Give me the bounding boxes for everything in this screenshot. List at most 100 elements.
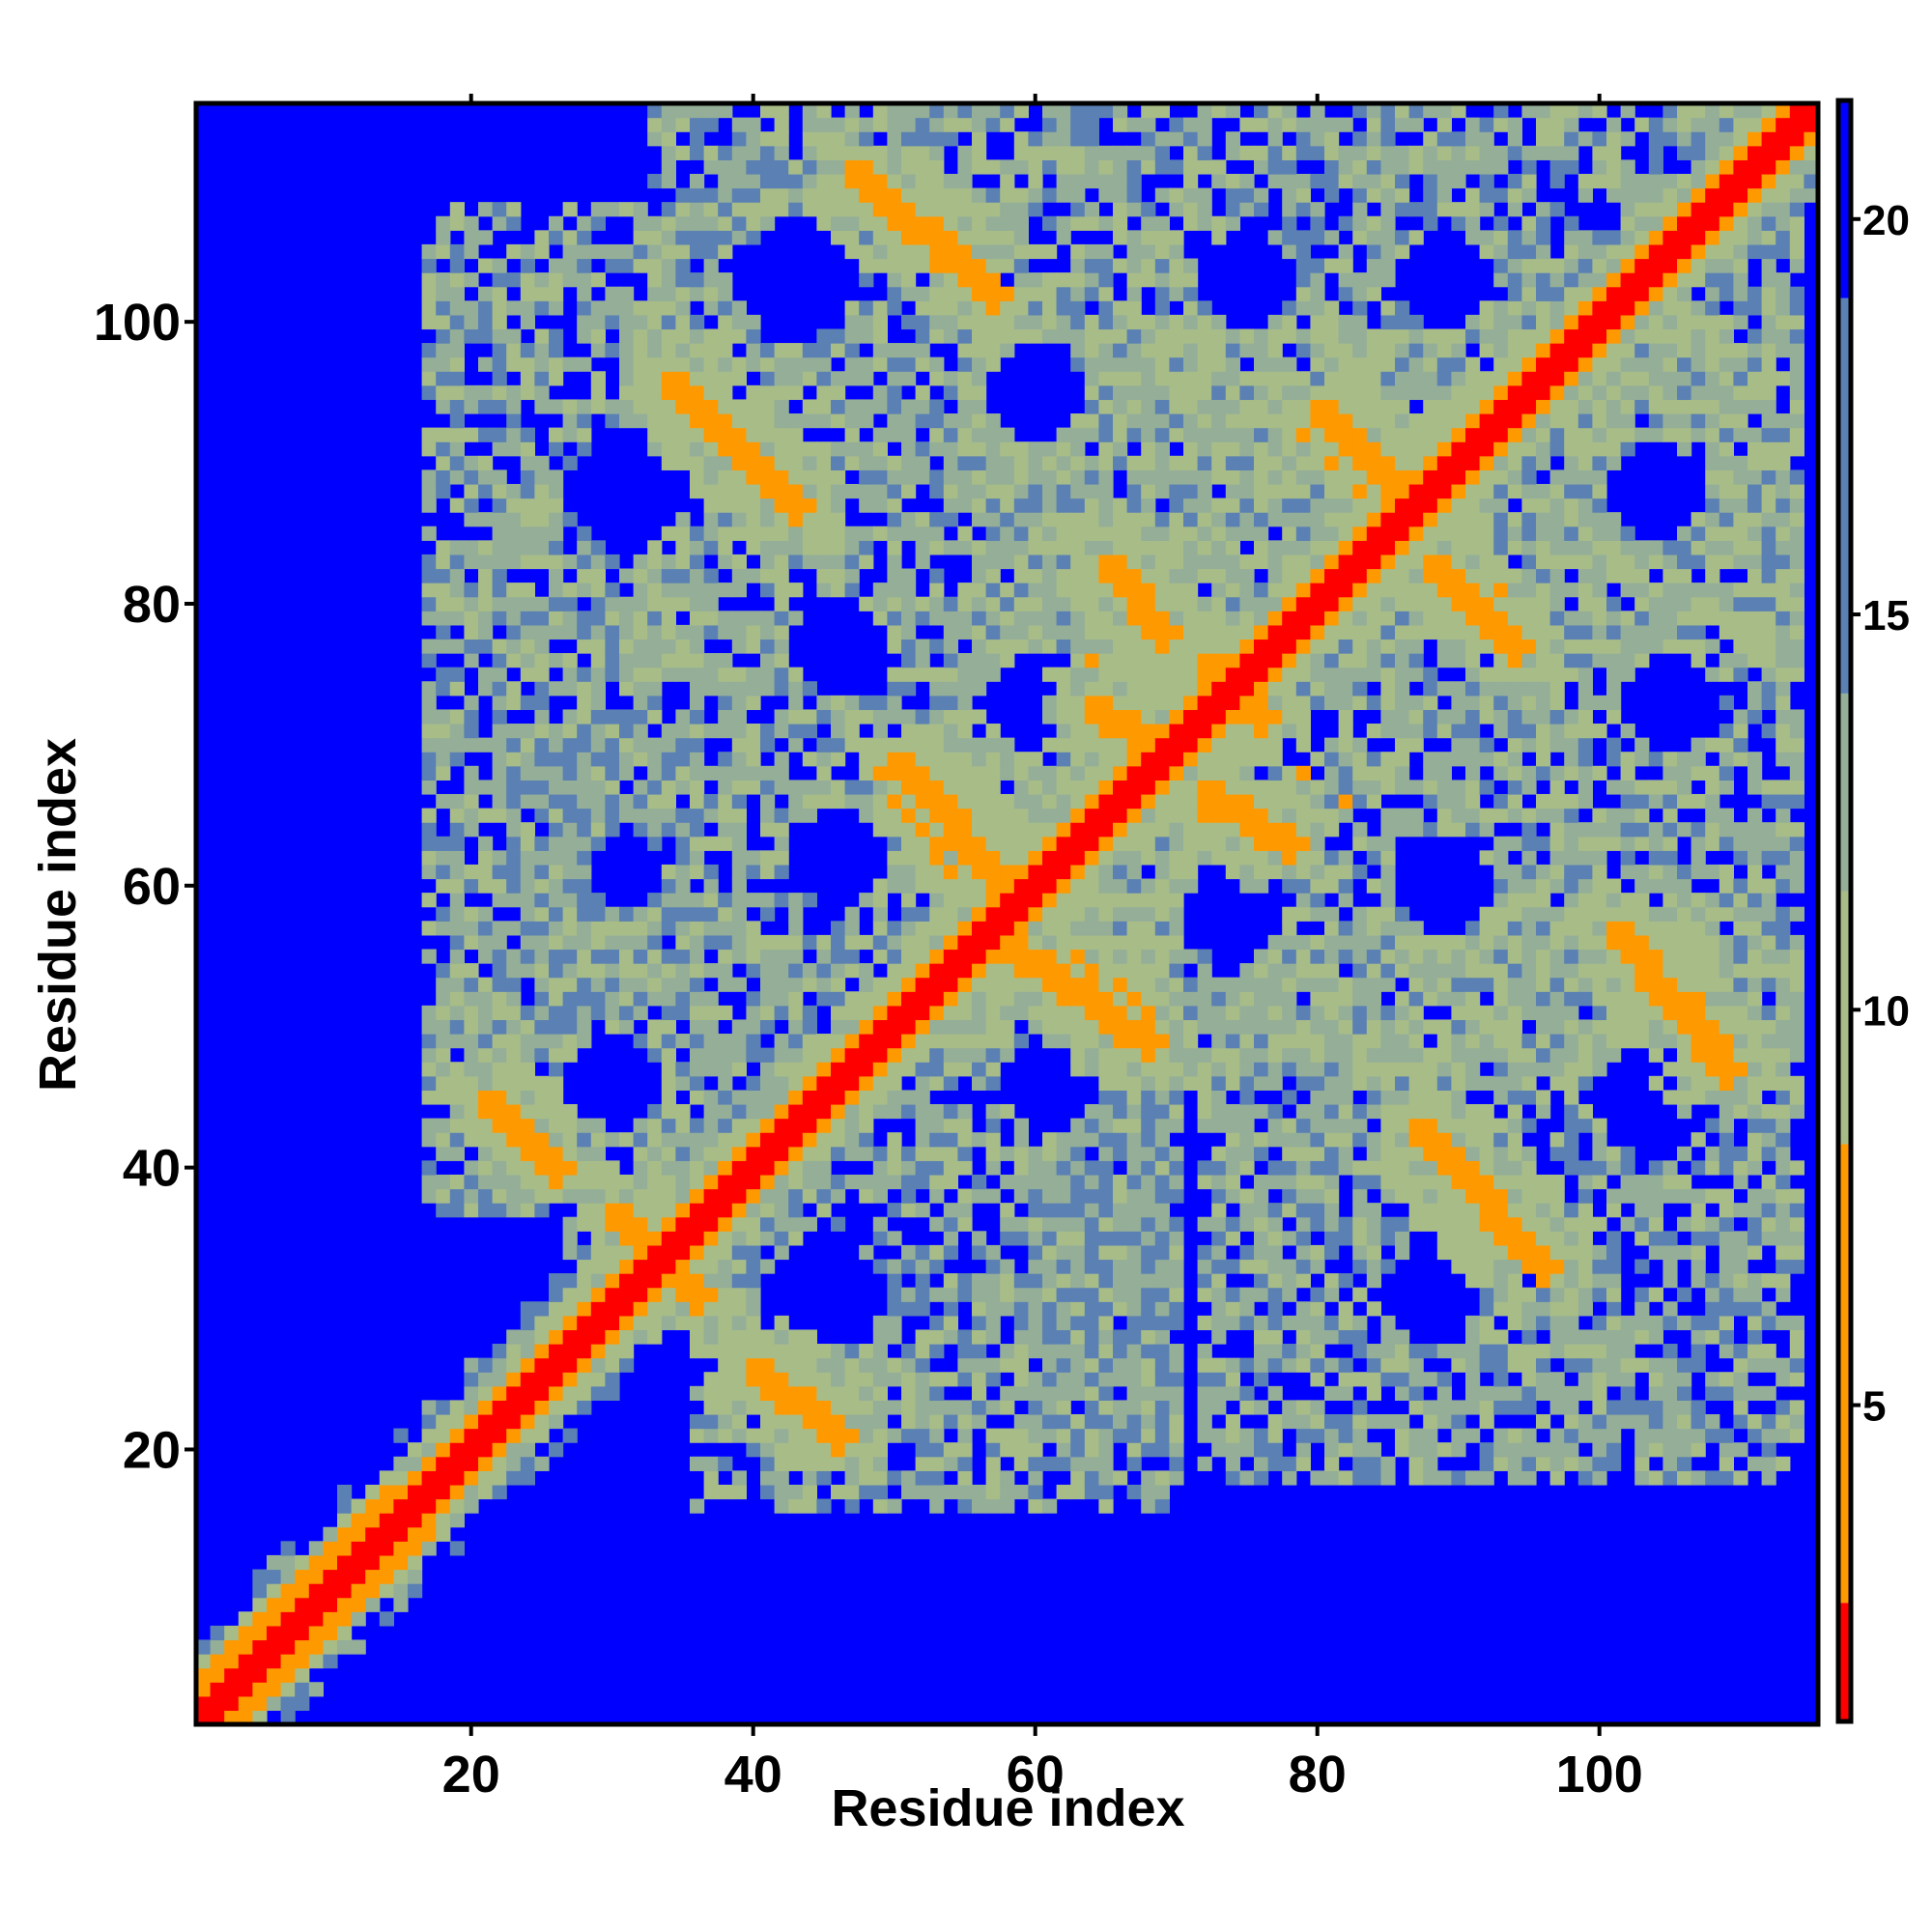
heatmap-cell (1310, 286, 1325, 301)
heatmap-cell (774, 934, 789, 951)
heatmap-cell (577, 709, 592, 724)
heatmap-cell (1211, 1188, 1227, 1204)
heatmap-cell (1211, 413, 1227, 429)
heatmap-cell (972, 836, 987, 851)
heatmap-cell (957, 328, 973, 344)
heatmap-cell (972, 230, 987, 245)
heatmap-cell (1267, 1019, 1283, 1035)
heatmap-cell (1225, 343, 1240, 358)
heatmap-cell (1028, 963, 1043, 979)
heatmap-cell (1169, 752, 1184, 767)
heatmap-cell (647, 709, 663, 724)
heatmap-cell (1070, 187, 1086, 203)
heatmap-cell (1183, 709, 1199, 724)
heatmap-cell (675, 977, 691, 992)
heatmap-cell (1282, 667, 1297, 682)
heatmap-cell (872, 893, 888, 908)
heatmap-cell (929, 765, 945, 781)
heatmap-cell (534, 328, 550, 344)
heatmap-cell (1197, 215, 1212, 231)
heatmap-cell (943, 1174, 958, 1190)
heatmap-cell (1084, 526, 1099, 541)
heatmap-cell (788, 1132, 804, 1148)
heatmap-cell (549, 1385, 564, 1401)
heatmap-cell (1098, 1188, 1114, 1204)
heatmap-cell (690, 893, 705, 908)
heatmap-cell (1126, 850, 1142, 866)
heatmap-cell (520, 356, 535, 372)
heatmap-cell (1239, 1357, 1255, 1373)
heatmap-cell (703, 568, 719, 583)
heatmap-cell (1013, 1231, 1029, 1246)
heatmap-cell (1239, 822, 1255, 838)
heatmap-cell (675, 258, 691, 273)
heatmap-cell (520, 1132, 535, 1148)
heatmap-cell (224, 1695, 240, 1712)
heatmap-cell (1141, 681, 1156, 696)
heatmap-cell (675, 893, 691, 908)
heatmap-cell (788, 709, 804, 724)
heatmap-cell (633, 1034, 648, 1049)
heatmap-cell (1042, 1385, 1058, 1401)
heatmap-cell (1282, 413, 1297, 429)
heatmap-cell (690, 1244, 705, 1261)
heatmap-cell (562, 427, 578, 442)
heatmap-cell (1000, 1273, 1015, 1289)
heatmap-cell (1254, 1456, 1269, 1471)
heatmap-cell (633, 384, 648, 401)
heatmap-cell (605, 314, 620, 330)
heatmap-cell (1154, 1385, 1170, 1401)
heatmap-cell (449, 991, 465, 1007)
heatmap-cell (449, 893, 465, 908)
heatmap-cell (844, 1174, 860, 1190)
heatmap-cell (731, 145, 747, 160)
heatmap-cell (605, 934, 620, 951)
heatmap-cell (831, 963, 846, 979)
heatmap-cell (901, 1160, 917, 1176)
heatmap-cell (1084, 568, 1099, 583)
heatmap-cell (1013, 554, 1029, 570)
heatmap-cell (577, 949, 592, 964)
heatmap-cell (1126, 681, 1142, 696)
heatmap-cell (929, 1287, 945, 1302)
heatmap-cell (1211, 159, 1227, 175)
heatmap-cell (1042, 921, 1058, 936)
heatmap-cell (590, 1132, 606, 1148)
heatmap-cell (590, 399, 606, 414)
heatmap-cell (421, 653, 437, 668)
heatmap-cell (562, 596, 578, 611)
heatmap-cell (1154, 1132, 1170, 1148)
heatmap-cell (562, 582, 578, 598)
heatmap-cell (1098, 639, 1114, 654)
heatmap-cell (478, 737, 494, 753)
heatmap-cell (1310, 343, 1325, 358)
heatmap-cell (760, 808, 776, 823)
heatmap-cell (1126, 709, 1142, 724)
heatmap-cell (1070, 596, 1086, 611)
heatmap-cell (690, 286, 705, 301)
heatmap-cell (675, 371, 691, 386)
heatmap-cell (746, 963, 761, 979)
heatmap-cell (859, 1132, 874, 1148)
heatmap-cell (252, 1654, 268, 1669)
heatmap-cell (436, 963, 451, 979)
heatmap-cell (957, 681, 973, 696)
heatmap-cell (661, 230, 676, 245)
heatmap-cell (1028, 639, 1043, 654)
heatmap-cell (760, 384, 776, 401)
heatmap-cell (887, 1273, 902, 1289)
heatmap-cell (1154, 1103, 1170, 1120)
heatmap-cell (661, 258, 676, 273)
heatmap-cell (534, 681, 550, 696)
heatmap-cell (901, 582, 917, 598)
heatmap-cell (379, 1526, 394, 1542)
heatmap-cell (943, 724, 958, 739)
heatmap-cell (661, 1216, 676, 1232)
heatmap-cell (831, 343, 846, 358)
heatmap-cell (844, 399, 860, 414)
heatmap-cell (1211, 780, 1227, 795)
heatmap-cell (436, 371, 451, 386)
heatmap-cell (1197, 328, 1212, 344)
heatmap-cell (788, 780, 804, 795)
heatmap-cell (590, 752, 606, 767)
